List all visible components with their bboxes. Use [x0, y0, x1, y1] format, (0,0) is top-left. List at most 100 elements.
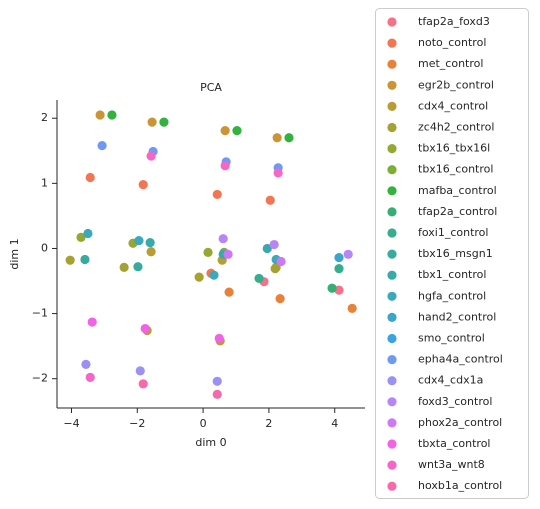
legend-marker	[387, 355, 397, 365]
y-tick-label: 1	[41, 176, 48, 189]
point	[254, 273, 264, 284]
legend-label: tbx16_control	[418, 163, 493, 176]
point	[135, 366, 145, 376]
legend-label: phox2a_control	[418, 416, 502, 429]
legend-label: mafba_control	[418, 184, 497, 197]
legend-label: tbx16_tbx16l	[418, 142, 490, 155]
point	[76, 232, 86, 242]
legend-marker	[387, 144, 397, 154]
point	[212, 376, 222, 386]
x-tick-label: −2	[129, 417, 145, 430]
legend-label: tbx16_msgn1	[418, 247, 493, 260]
point	[262, 243, 272, 254]
legend-label: foxi1_control	[418, 226, 488, 239]
point	[194, 272, 204, 282]
point	[133, 262, 143, 272]
legend-marker	[387, 481, 397, 491]
point	[97, 140, 107, 151]
point	[138, 379, 148, 389]
point	[87, 317, 97, 327]
legend-label: tfap2a_control	[418, 205, 497, 218]
point	[275, 294, 285, 304]
point	[83, 228, 93, 239]
point	[347, 303, 357, 313]
point	[220, 161, 230, 171]
chart-title: PCA	[200, 81, 222, 94]
legend-label: tbx1_control	[418, 268, 486, 281]
point	[334, 252, 344, 263]
point	[134, 236, 144, 246]
point	[327, 283, 337, 293]
point	[212, 189, 222, 200]
legend-marker	[387, 291, 397, 301]
point	[95, 110, 105, 120]
x-axis-label: dim 0	[195, 436, 226, 449]
point	[107, 110, 117, 120]
point	[212, 389, 222, 399]
point	[269, 239, 279, 250]
point	[209, 270, 219, 280]
x-tick-label: −4	[63, 417, 79, 430]
point	[223, 249, 233, 259]
legend-marker	[387, 397, 397, 407]
legend-marker	[387, 376, 397, 386]
legend-marker	[387, 207, 397, 217]
legend-box	[375, 8, 529, 499]
legend-label: met_control	[418, 57, 483, 70]
point	[232, 126, 242, 136]
point	[276, 256, 286, 267]
legend-label: foxd3_control	[418, 395, 492, 408]
legend-label: wnt3a_wnt8	[418, 458, 485, 471]
legend-marker	[387, 460, 397, 470]
x-tick-label: 2	[265, 417, 272, 430]
x-tick-label: 0	[200, 417, 207, 430]
legend-marker	[387, 165, 397, 175]
legend-label: tbxta_control	[418, 437, 491, 450]
legend-marker	[387, 101, 397, 111]
point	[270, 264, 280, 274]
legend-marker	[387, 59, 397, 69]
point	[220, 126, 230, 136]
point	[119, 262, 129, 272]
point	[65, 255, 75, 265]
point	[334, 285, 344, 295]
point	[85, 372, 95, 382]
legend-marker	[387, 312, 397, 322]
point	[265, 195, 275, 205]
legend-marker	[387, 38, 397, 48]
point	[146, 247, 156, 257]
legend-label: cdx4_cdx1a	[418, 374, 483, 387]
legend-marker	[387, 186, 397, 196]
legend-marker	[387, 333, 397, 344]
legend-marker	[387, 270, 397, 280]
legend-marker	[387, 17, 397, 27]
point	[273, 168, 283, 178]
point	[159, 117, 169, 127]
y-axis-label: dim 1	[8, 238, 21, 269]
point	[224, 287, 234, 297]
legend-label: hgfa_control	[418, 289, 486, 302]
point	[203, 247, 213, 257]
legend-marker	[387, 80, 397, 90]
point	[85, 172, 95, 183]
legend-label: smo_control	[418, 332, 485, 345]
legend-label: hoxb1a_control	[418, 479, 502, 492]
point	[343, 249, 353, 259]
point	[214, 333, 224, 343]
legend-label: zc4h2_control	[418, 121, 494, 134]
point	[145, 238, 155, 248]
legend-marker	[387, 418, 397, 428]
legend-label: hand2_control	[418, 310, 496, 323]
point	[272, 133, 282, 143]
y-tick-label: 0	[41, 241, 48, 254]
legend-label: cdx4_control	[418, 99, 488, 112]
legend-marker	[387, 228, 397, 238]
y-tick-label: 2	[41, 111, 48, 124]
legend-marker	[387, 122, 397, 133]
point	[284, 133, 294, 143]
point	[80, 254, 90, 265]
point	[146, 151, 156, 161]
legend-label: noto_control	[418, 36, 486, 49]
point	[147, 117, 157, 127]
